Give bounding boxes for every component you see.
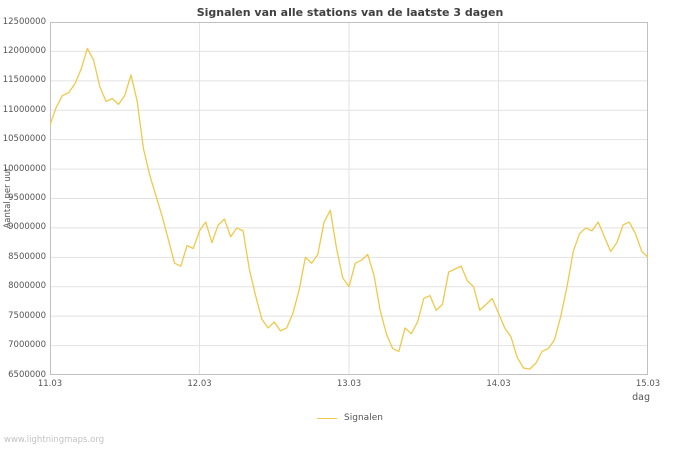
- y-tick-label: 6500000: [8, 369, 46, 380]
- y-tick-label: 10000000: [2, 163, 46, 174]
- chart-title: Signalen van alle stations van de laatst…: [196, 6, 504, 19]
- y-tick-label: 12000000: [2, 45, 46, 56]
- plot-area: [50, 22, 648, 375]
- y-tick-label: 11500000: [2, 75, 46, 86]
- y-tick-label: 12500000: [2, 16, 46, 27]
- x-tick-label: 14.03: [486, 379, 511, 389]
- series-line: [50, 47, 648, 370]
- legend-label: Signalen: [344, 413, 383, 423]
- y-tick-label: 8500000: [8, 251, 46, 262]
- legend-line-sample: [317, 417, 338, 419]
- y-tick-label: 10500000: [2, 134, 46, 145]
- watermark: www.lightningmaps.org: [4, 435, 105, 445]
- x-tick-label: 13.03: [336, 379, 362, 389]
- x-tick-label: 11.03: [37, 379, 63, 389]
- y-tick-label: 7500000: [8, 310, 46, 321]
- legend: Signalen: [0, 413, 700, 423]
- x-axis-title: dag: [632, 392, 650, 403]
- y-tick-label: 8000000: [8, 281, 46, 292]
- y-tick-label: 7000000: [8, 340, 46, 351]
- x-tick-label: 12.03: [187, 379, 212, 389]
- y-tick-label: 9500000: [8, 193, 46, 203]
- y-tick-label: 9000000: [8, 222, 46, 233]
- x-tick-label: 15.03: [635, 379, 661, 389]
- y-tick-label: 11000000: [2, 104, 46, 115]
